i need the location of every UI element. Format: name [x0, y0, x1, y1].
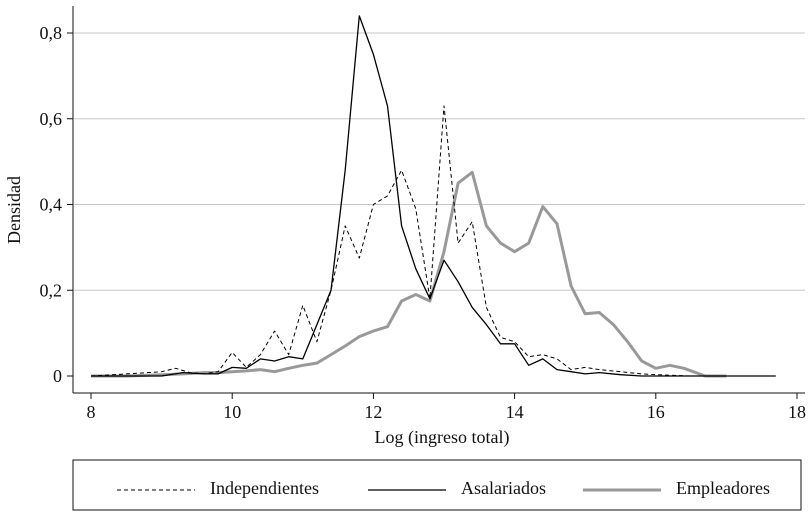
- y-tick-label: 0,2: [40, 280, 63, 300]
- y-tick-label: 0: [53, 366, 62, 386]
- x-tick-label: 10: [223, 402, 241, 422]
- y-axis-label: Densidad: [4, 176, 24, 244]
- legend-label-independientes: Independientes: [210, 478, 319, 498]
- series-line-independientes: [90, 105, 727, 377]
- x-tick-label: 16: [647, 402, 665, 422]
- legend-label-asalariados: Asalariados: [461, 478, 546, 498]
- legend-label-empleadores: Empleadores: [676, 478, 770, 498]
- legend-box: [72, 459, 802, 511]
- x-tick-label: 12: [364, 402, 382, 422]
- grid-lines: [74, 32, 805, 291]
- x-tick-label: 14: [506, 402, 524, 422]
- axes: [72, 6, 805, 394]
- series-line-empleadores: [91, 170, 727, 378]
- x-tick-label: 18: [788, 402, 806, 422]
- series-group: [90, 15, 776, 378]
- legend: Independientes Asalariados Empleadores: [72, 459, 802, 511]
- y-tick-label: 0,4: [40, 195, 63, 215]
- x-axis-label: Log (ingreso total): [375, 427, 510, 448]
- y-ticks: 0 0,2 0,4 0,6 0,8: [40, 23, 73, 386]
- x-tick-label: 8: [87, 402, 96, 422]
- series-line-asalariados: [91, 15, 776, 377]
- y-tick-label: 0,8: [40, 23, 63, 43]
- y-tick-label: 0,6: [40, 109, 63, 129]
- x-ticks: 8 10 12 14 16 18: [87, 393, 806, 422]
